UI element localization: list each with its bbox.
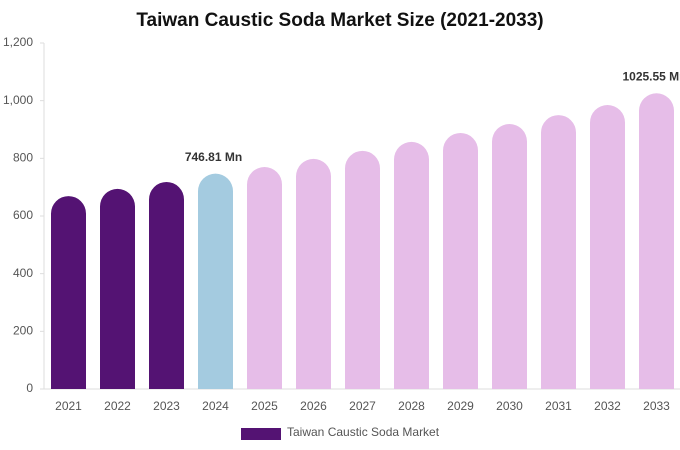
y-tick-label: 400 <box>13 266 33 280</box>
bar <box>492 124 527 389</box>
bar <box>149 181 184 389</box>
x-tick-label: 2032 <box>594 399 621 413</box>
bar <box>394 141 429 389</box>
bar <box>443 132 478 389</box>
bar <box>247 166 282 389</box>
bar <box>590 104 625 389</box>
y-tick-label: 800 <box>13 151 33 165</box>
chart-title: Taiwan Caustic Soda Market Size (2021-20… <box>136 10 543 31</box>
bar <box>541 115 576 390</box>
y-tick-label: 1,000 <box>3 93 33 107</box>
bar <box>345 150 380 389</box>
legend-label: Taiwan Caustic Soda Market <box>287 425 440 439</box>
bar <box>51 196 86 389</box>
x-tick-label: 2024 <box>202 399 229 413</box>
x-tick-label: 2029 <box>447 399 474 413</box>
y-tick-label: 200 <box>13 324 33 338</box>
x-tick-label: 2030 <box>496 399 523 413</box>
bar <box>100 188 135 389</box>
x-tick-label: 2027 <box>349 399 376 413</box>
x-tick-label: 2023 <box>153 399 180 413</box>
data-label: 1025.55 Mn <box>622 69 680 83</box>
x-tick-label: 2033 <box>643 399 670 413</box>
x-tick-label: 2025 <box>251 399 278 413</box>
bar <box>198 173 233 389</box>
x-tick-label: 2031 <box>545 399 572 413</box>
bar <box>639 93 674 390</box>
x-tick-label: 2026 <box>300 399 327 413</box>
x-tick-label: 2021 <box>55 399 82 413</box>
y-tick-label: 1,200 <box>3 35 33 49</box>
legend-swatch <box>241 428 281 440</box>
x-tick-label: 2022 <box>104 399 131 413</box>
x-tick-label: 2028 <box>398 399 425 413</box>
data-label: 746.81 Mn <box>185 150 242 164</box>
y-tick-label: 0 <box>26 381 33 395</box>
y-tick-label: 600 <box>13 208 33 222</box>
bar <box>296 158 331 389</box>
